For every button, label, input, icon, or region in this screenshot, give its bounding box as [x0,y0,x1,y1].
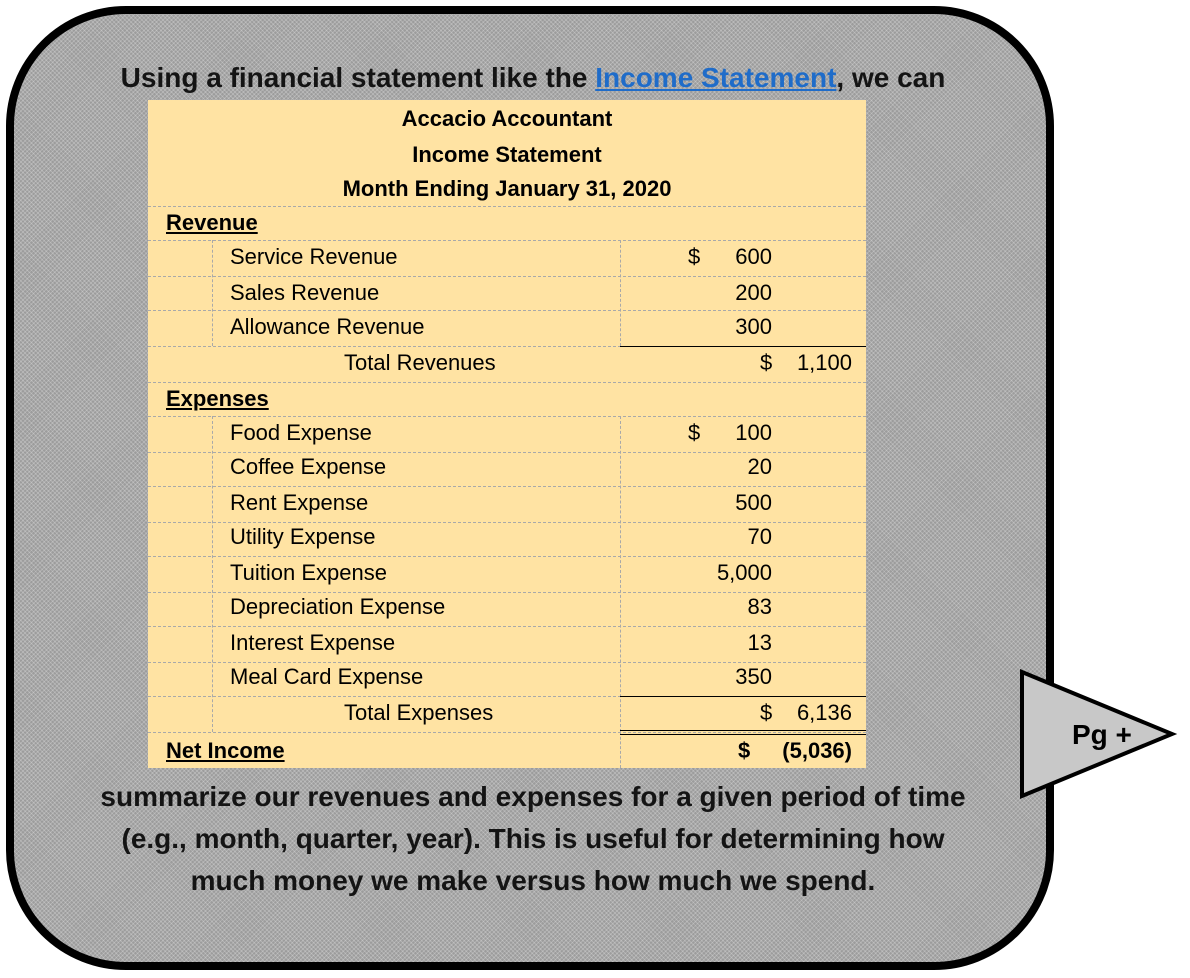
expense-item-label: Tuition Expense [230,560,387,585]
revenue-item-amount: 300 [735,314,772,339]
expense-item-amount: 20 [747,454,772,479]
net-income-currency: $ [738,738,751,763]
summary-line: (e.g., month, quarter, year). This is us… [121,823,945,854]
revenue-item-amount: 200 [735,280,772,305]
intro-text-before: Using a financial statement like the [120,62,596,93]
expense-item-amount: 350 [735,664,772,689]
expense-item-amount: 13 [747,630,772,655]
grid-line [148,626,866,627]
grid-line [148,416,866,417]
grid-line [148,276,866,277]
revenue-item-label: Sales Revenue [230,280,380,305]
intro-sentence: Using a financial statement like the Inc… [0,62,1066,94]
intro-text-after: , we can [836,62,946,93]
grid-line [148,522,866,523]
net-income-double-rule [620,730,866,735]
grid-line [620,732,621,768]
grid-line [148,556,866,557]
total-expenses-label: Total Expenses [344,700,494,725]
summary-line: summarize our revenues and expenses for … [100,781,966,812]
subtotal-rule [620,346,866,347]
expense-item-amount: 70 [747,524,772,549]
net-income-label: Net Income [166,738,285,763]
grid-line [148,592,866,593]
income-statement-table: Accacio Accountant Income Statement Mont… [148,100,866,768]
expense-item-label: Meal Card Expense [230,664,424,689]
total-revenues-currency: $ [760,350,773,375]
statement-title: Income Statement [412,142,602,167]
grid-line [212,240,213,346]
grid-line [148,732,866,733]
grid-line [148,346,866,347]
grid-line [620,240,621,346]
expense-item-amount: 100 [735,420,772,445]
grid-line [148,662,866,663]
expense-item-amount: 5,000 [716,560,772,585]
expense-item-currency: $ [688,420,701,445]
total-expenses-currency: $ [760,700,773,725]
net-income-amount: (5,036) [782,738,852,763]
total-revenues-label: Total Revenues [344,350,496,375]
next-page-arrow-button[interactable]: Pg + [1018,668,1178,800]
expense-item-amount: 83 [747,594,772,619]
expense-item-amount: 500 [735,490,772,515]
statement-period: Month Ending January 31, 2020 [342,176,672,201]
expense-item-label: Rent Expense [230,490,369,515]
grid-line [148,452,866,453]
expense-item-label: Depreciation Expense [230,594,446,619]
grid-line [148,486,866,487]
summary-line: much money we make versus how much we sp… [190,865,876,896]
grid-line [148,382,866,383]
income-statement-link[interactable]: Income Statement [595,62,837,93]
subtotal-rule [620,696,866,697]
grid-line [148,696,866,697]
grid-line [148,240,866,241]
grid-line [148,310,866,311]
expense-item-label: Interest Expense [230,630,396,655]
revenue-heading: Revenue [166,210,258,235]
revenue-item-amount: 600 [735,244,772,269]
grid-line [212,416,213,732]
grid-line [620,416,621,732]
next-page-label[interactable]: Pg + [1072,719,1132,750]
summary-text: summarize our revenues and expenses for … [0,776,1066,902]
expenses-heading: Expenses [166,386,269,411]
total-revenues-amount: 1,100 [796,350,852,375]
expense-item-label: Coffee Expense [230,454,387,479]
revenue-item-label: Service Revenue [230,244,398,269]
revenue-item-label: Allowance Revenue [230,314,425,339]
total-expenses-amount: 6,136 [796,700,852,725]
company-name: Accacio Accountant [401,106,613,131]
arrow-shape[interactable] [1020,669,1178,799]
expense-item-label: Utility Expense [230,524,376,549]
grid-line [148,206,866,207]
revenue-item-currency: $ [688,244,701,269]
expense-item-label: Food Expense [230,420,372,445]
